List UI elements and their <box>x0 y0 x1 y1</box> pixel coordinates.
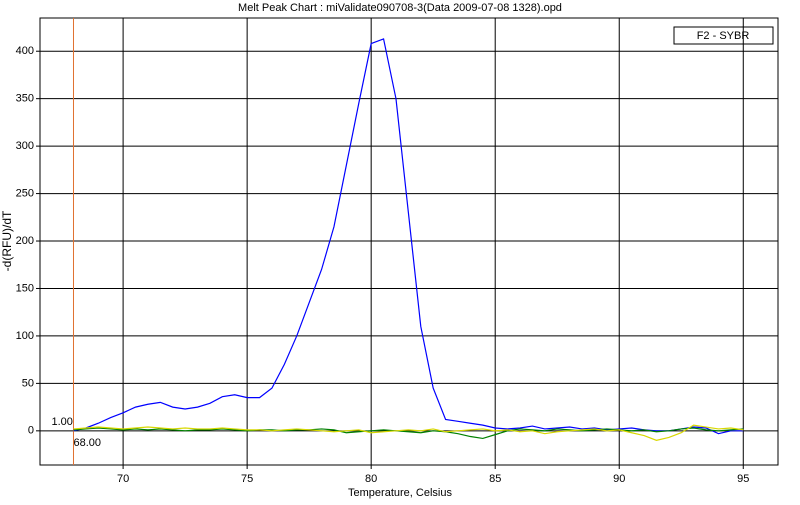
y-tick-label: 150 <box>16 282 34 294</box>
x-tick-label: 75 <box>241 473 253 485</box>
cursor-y-label: 1.00 <box>51 416 72 428</box>
x-axis-label: Temperature, Celsius <box>348 487 452 499</box>
y-axis-label: -d(RFU)/dT <box>0 210 14 271</box>
x-tick-label: 80 <box>365 473 377 485</box>
y-tick-label: 400 <box>16 45 34 57</box>
series-line <box>73 424 744 441</box>
y-tick-label: 250 <box>16 187 34 199</box>
y-tick-label: 100 <box>16 330 34 342</box>
x-tick-label: 95 <box>737 473 749 485</box>
legend-title: F2 - SYBR <box>697 30 750 42</box>
y-tick-label: 0 <box>28 425 34 437</box>
y-tick-label: 300 <box>16 140 34 152</box>
x-tick-label: 85 <box>489 473 501 485</box>
chart-title: Melt Peak Chart : miValidate090708-3(Dat… <box>238 2 562 14</box>
series-line <box>73 38 744 435</box>
y-tick-label: 350 <box>16 93 34 105</box>
x-tick-label: 70 <box>117 473 129 485</box>
cursor-x-label: 68.00 <box>73 437 101 449</box>
series-line <box>73 427 744 440</box>
y-tick-label: 200 <box>16 235 34 247</box>
x-tick-label: 90 <box>613 473 625 485</box>
legend-box <box>673 26 774 45</box>
y-tick-label: 50 <box>22 377 34 389</box>
